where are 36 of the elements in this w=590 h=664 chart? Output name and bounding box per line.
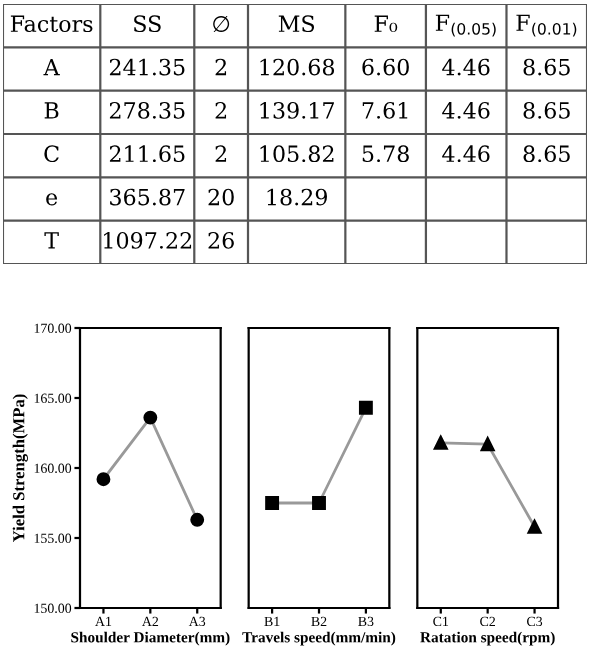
category-label: SS [134,15,161,33]
text: 18.29 [267,188,327,206]
text: 120.68 [260,58,335,76]
text: 365.87 [110,188,185,206]
category-label: MS [278,15,315,33]
text: 241.35 [109,58,185,76]
category-label: Factors [10,15,93,33]
category-label: ∅ [213,16,230,33]
text: 26 [208,231,234,249]
category-label: F₀ [374,15,398,33]
text: 105.82 [260,145,334,163]
category-label: F$_{(0.05)}$ [435,14,496,37]
text: 6.60 [362,58,409,76]
text: 20 [208,188,234,206]
text: e [46,193,58,206]
category-label: F$_{(0.01)}$ [516,14,577,37]
text: 8.65 [523,58,570,76]
text: 211.65 [109,145,185,163]
text: 5.78 [362,145,409,163]
text: 4.46 [442,145,490,163]
text: 2 [215,58,227,76]
text: 4.46 [442,101,490,119]
text: 278.35 [109,101,185,119]
text: 1097.22 [104,231,192,249]
text: T [44,232,59,249]
text: 4.46 [442,58,490,76]
text: 8.65 [523,145,570,163]
text: 2 [215,145,227,162]
y-axis-title: Yield Strength(MPa) [12,394,28,542]
text: C [44,145,59,163]
text: A [43,58,60,76]
text: 7.61 [362,101,408,119]
text: 139.17 [260,101,334,119]
text: 2 [215,101,227,119]
text: B [44,102,59,119]
text: 8.65 [523,101,570,119]
